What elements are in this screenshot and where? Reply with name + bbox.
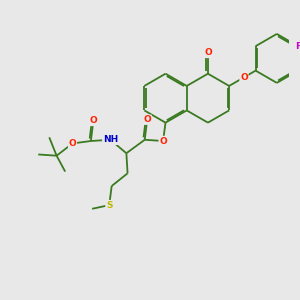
Text: O: O bbox=[204, 48, 212, 57]
Text: S: S bbox=[106, 201, 112, 210]
Text: O: O bbox=[69, 139, 76, 148]
Text: O: O bbox=[143, 115, 151, 124]
Text: O: O bbox=[159, 136, 167, 146]
Text: O: O bbox=[89, 116, 97, 125]
Text: O: O bbox=[240, 73, 248, 82]
Text: NH: NH bbox=[103, 135, 118, 144]
Text: F: F bbox=[295, 42, 300, 51]
